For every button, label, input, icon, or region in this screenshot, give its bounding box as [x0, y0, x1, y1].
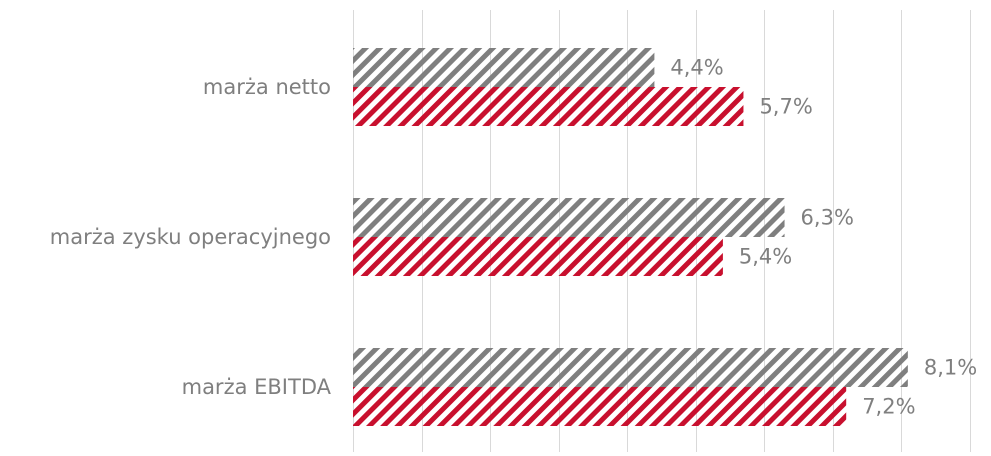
category-label: marża zysku operacyjnego [50, 225, 331, 249]
bars [353, 48, 908, 426]
bar [353, 387, 847, 426]
category-label: marża netto [203, 75, 331, 99]
data-label: 6,3% [801, 206, 854, 230]
bar [353, 48, 655, 87]
labels: marża netto marża zysku operacyjnego marża… [50, 56, 977, 419]
data-label: 5,4% [739, 245, 792, 269]
data-label: 5,7% [759, 95, 812, 119]
data-label: 8,1% [924, 356, 977, 380]
bar [353, 237, 723, 276]
bar [353, 87, 744, 126]
bar [353, 348, 908, 387]
bar [353, 198, 785, 237]
category-label: marża EBITDA [182, 375, 332, 399]
data-label: 4,4% [670, 56, 723, 80]
data-label: 7,2% [862, 395, 915, 419]
